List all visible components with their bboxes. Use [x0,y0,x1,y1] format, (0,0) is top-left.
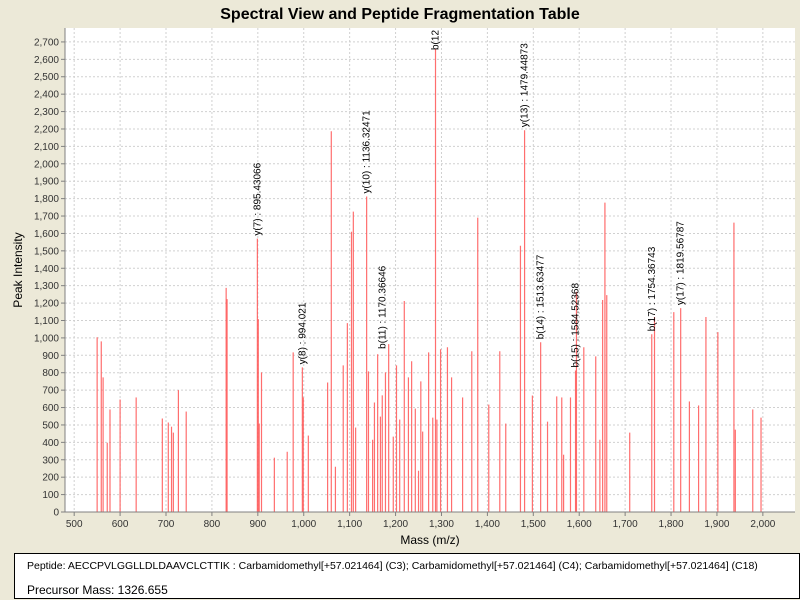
y-tick-label: 1,400 [34,264,59,275]
peptide-text: Peptide: AECCPVLGGLLDLDAAVCLCTTIK : Carb… [27,560,758,572]
y-tick-label: 2,000 [34,159,59,170]
x-tick-label: 1,100 [337,519,362,530]
peak-annotation: b(11) : 1170.36646 [377,265,388,348]
peptide-info-panel: Peptide: AECCPVLGGLLDLDAAVCLCTTIK : Carb… [14,553,800,599]
y-tick-label: 1,100 [34,316,59,327]
x-tick-label: 700 [158,519,175,530]
y-tick-label: 2,500 [34,72,59,83]
y-tick-label: 1,200 [34,299,59,310]
y-tick-label: 500 [42,420,59,431]
y-tick-label: 1,300 [34,281,59,292]
y-tick-label: 2,300 [34,107,59,118]
y-tick-label: 400 [42,438,59,449]
y-tick-label: 100 [42,490,59,501]
y-tick-label: 300 [42,455,59,466]
y-tick-label: 2,200 [34,124,59,135]
y-tick-label: 1,500 [34,246,59,257]
x-tick-label: 1,400 [475,519,500,530]
y-tick-label: 700 [42,386,59,397]
peak-annotation: y(10) : 1136.32471 [362,110,373,194]
y-tick-label: 1,000 [34,333,59,344]
y-tick-label: 0 [53,508,59,519]
precursor-mass-text: Precursor Mass: 1326.655 [27,583,168,597]
y-tick-label: 900 [42,351,59,362]
spectrum-chart: Spectral View and Peptide Fragmentation … [11,6,795,547]
peak-annotation: b(14) : 1513.63477 [536,254,547,339]
y-tick-label: 1,600 [34,229,59,240]
peak-annotation: b(17) : 1754.36743 [647,246,658,331]
x-tick-label: 2,000 [750,519,775,530]
y-tick-label: 2,100 [34,142,59,153]
y-tick-label: 1,700 [34,212,59,223]
y-tick-label: 1,800 [34,194,59,205]
x-tick-label: 1,800 [659,519,684,530]
chart-title: Spectral View and Peptide Fragmentation … [220,6,580,23]
y-tick-label: 800 [42,368,59,379]
x-tick-label: 600 [112,519,129,530]
y-tick-label: 2,400 [34,90,59,101]
x-tick-label: 800 [204,519,221,530]
x-tick-label: 1,000 [291,519,316,530]
x-tick-label: 500 [66,519,83,530]
peak-annotation: y(7) : 895.43066 [252,162,263,235]
y-tick-label: 600 [42,403,59,414]
y-tick-label: 2,600 [34,55,59,66]
x-tick-label: 900 [249,519,266,530]
y-tick-label: 2,700 [34,37,59,48]
x-axis-label: Mass (m/z) [400,533,459,547]
peak-annotation: b(12 [431,30,442,50]
peak-annotation: y(13) : 1479.44873 [520,43,531,127]
x-tick-label: 1,600 [567,519,592,530]
x-tick-label: 1,700 [613,519,638,530]
y-tick-label: 1,900 [34,177,59,188]
x-tick-label: 1,500 [521,519,546,530]
y-axis-label: Peak Intensity [11,232,25,307]
peak-annotation: y(17) : 1819.56787 [676,221,687,305]
x-tick-label: 1,900 [704,519,729,530]
peak-annotation: y(8) : 994.021 [297,302,308,364]
x-tick-label: 1,300 [429,519,454,530]
x-tick-label: 1,200 [383,519,408,530]
y-tick-label: 200 [42,473,59,484]
peak-annotation: b(15) : 1584.52368 [571,283,582,368]
